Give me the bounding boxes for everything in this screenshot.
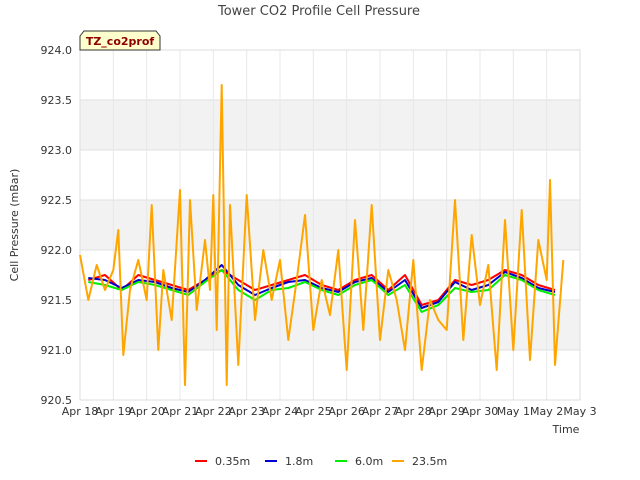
grid-band (80, 200, 580, 250)
x-tick-label: Apr 21 (162, 405, 199, 418)
x-tick-label: Apr 23 (228, 405, 265, 418)
y-tick-label: 923.0 (41, 144, 73, 157)
legend: 0.35m 1.8m 6.0m 23.5m (195, 455, 447, 468)
grid-band (80, 50, 580, 100)
y-tick-label: 923.5 (41, 94, 73, 107)
legend-label: 0.35m (215, 455, 250, 468)
legend-label: 23.5m (412, 455, 447, 468)
y-tick-label: 924.0 (41, 44, 73, 57)
x-tick-label: May 3 (563, 405, 596, 418)
y-tick-label: 922.0 (41, 244, 73, 257)
grid-bands (80, 50, 580, 400)
x-tick-label: Apr 28 (395, 405, 432, 418)
y-axis-label: Cell Pressure (mBar) (8, 169, 21, 282)
x-tick-label: Apr 22 (195, 405, 232, 418)
series-line-23.5m (79, 84, 565, 386)
legend-label: 6.0m (355, 455, 383, 468)
x-axis-label: Time (552, 423, 580, 436)
x-tick-label: Apr 18 (62, 405, 99, 418)
x-tick-label: Apr 19 (95, 405, 132, 418)
y-tick-label: 920.5 (41, 394, 73, 407)
plot-frame (79, 49, 581, 401)
x-tick-label: May 1 (497, 405, 530, 418)
y-tick-labels: 920.5 921.0 921.5 922.0 922.5 923.0 923.5 924.0 (41, 44, 73, 407)
site-badge-label: TZ_co2prof (86, 35, 155, 48)
x-tick-label: Apr 20 (128, 405, 165, 418)
y-tick-label: 921.5 (41, 294, 73, 307)
chart-title: Tower CO2 Profile Cell Pressure (217, 4, 420, 19)
x-tick-label: Apr 25 (295, 405, 332, 418)
series-layer (79, 84, 565, 386)
legend-label: 1.8m (285, 455, 313, 468)
grid-band (80, 150, 580, 200)
x-tick-label: Apr 27 (362, 405, 399, 418)
y-tick-label: 921.0 (41, 344, 73, 357)
x-tick-label: Apr 30 (462, 405, 499, 418)
grid-band (80, 350, 580, 400)
y-tick-label: 922.5 (41, 194, 73, 207)
x-tick-label: Apr 26 (328, 405, 365, 418)
x-tick-label: Apr 29 (428, 405, 465, 418)
grid-band (80, 100, 580, 150)
x-tick-label: May 2 (530, 405, 563, 418)
site-badge: TZ_co2prof (79, 30, 161, 51)
x-tick-label: Apr 24 (262, 405, 299, 418)
